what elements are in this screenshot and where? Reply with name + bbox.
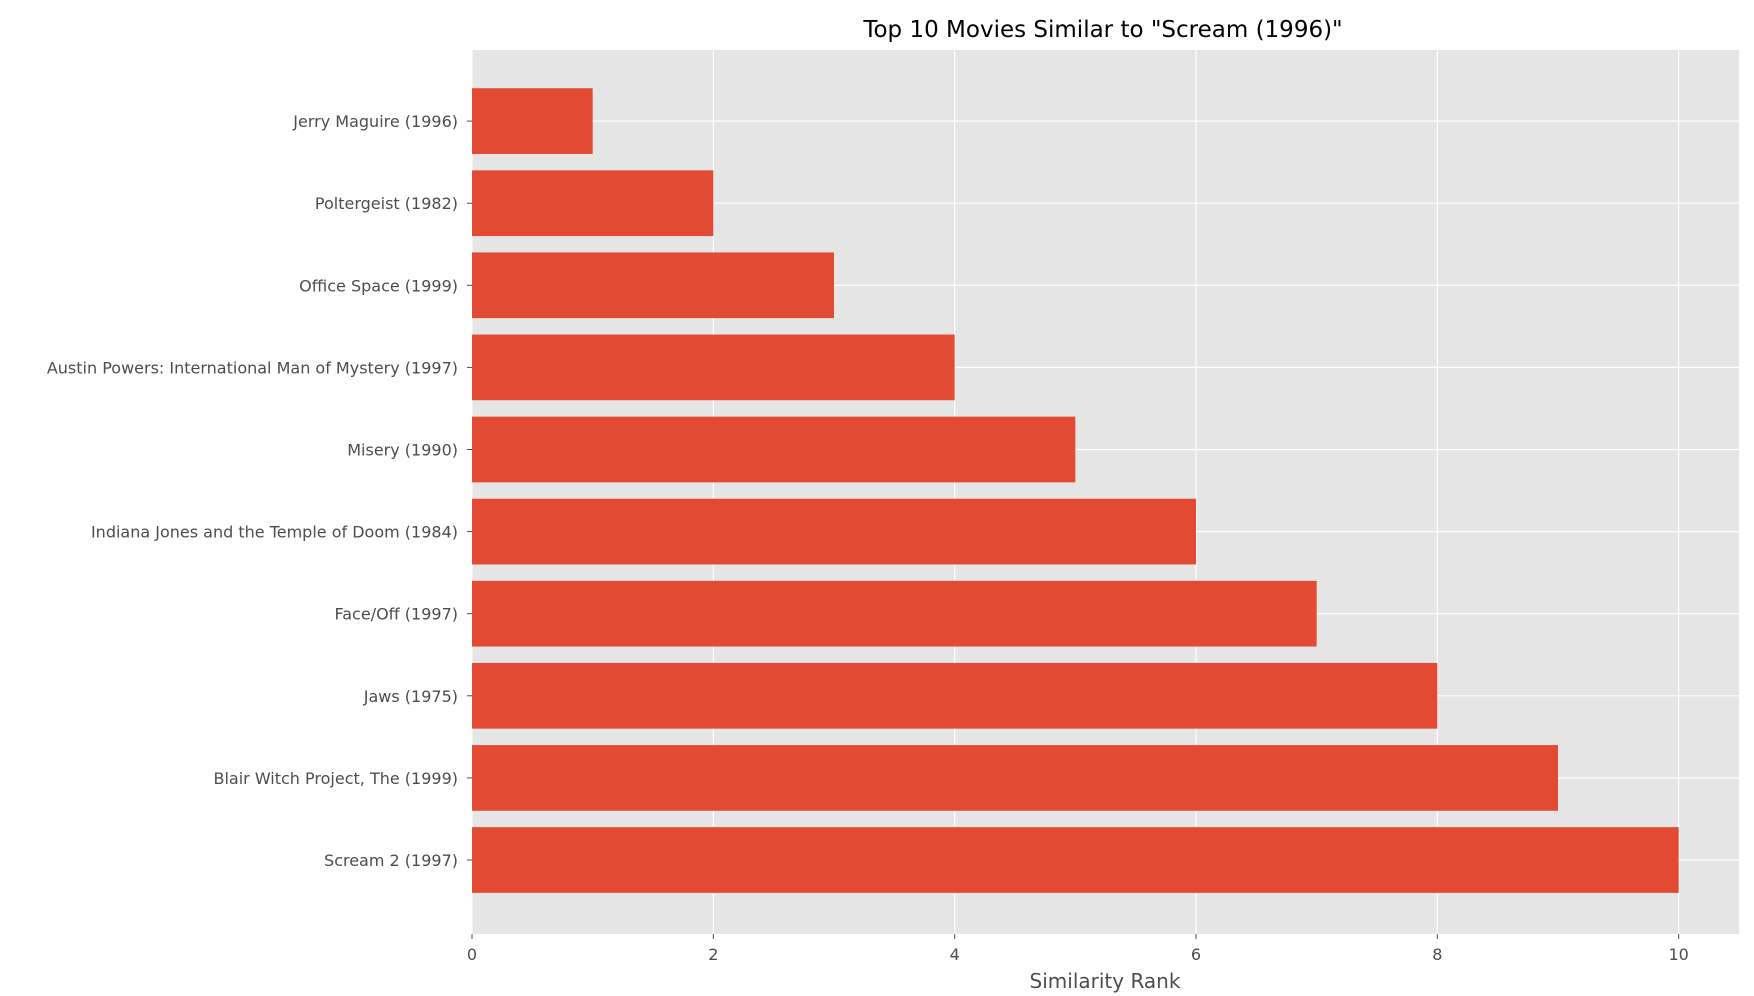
bar [472, 745, 1558, 811]
y-tick-label: Blair Witch Project, The (1999) [213, 769, 458, 788]
x-tick-label: 0 [467, 945, 477, 964]
y-axis-ticks: Scream 2 (1997) Blair Witch Project, The … [47, 112, 472, 870]
y-tick-label: Misery (1990) [347, 441, 458, 460]
y-tick-label: Poltergeist (1982) [315, 194, 458, 213]
bar [472, 334, 955, 401]
x-tick-label: 6 [1191, 945, 1201, 964]
bar [472, 827, 1679, 893]
y-tick-label: Indiana Jones and the Temple of Doom (19… [91, 523, 458, 542]
x-axis-ticks: 0 2 4 6 8 10 [467, 934, 1689, 964]
bar [472, 170, 714, 237]
bar [472, 662, 1438, 729]
y-tick-label: Jaws (1975) [363, 687, 458, 706]
bar [472, 88, 593, 154]
chart-title: Top 10 Movies Similar to "Scream (1996)" [862, 17, 1342, 43]
x-tick-label: 8 [1432, 945, 1442, 964]
y-tick-label: Austin Powers: International Man of Myst… [47, 358, 458, 377]
bar [472, 498, 1196, 565]
bar [472, 416, 1076, 483]
bar [472, 252, 834, 319]
x-axis-label: Similarity Rank [1030, 969, 1181, 993]
y-tick-label: Scream 2 (1997) [324, 851, 458, 870]
x-tick-label: 4 [950, 945, 960, 964]
y-tick-label: Face/Off (1997) [335, 605, 458, 624]
y-tick-label: Office Space (1999) [299, 276, 458, 295]
y-tick-label: Jerry Maguire (1996) [292, 112, 458, 131]
bar [472, 580, 1317, 647]
x-tick-label: 10 [1668, 945, 1688, 964]
x-tick-label: 2 [708, 945, 718, 964]
bars [472, 88, 1679, 893]
